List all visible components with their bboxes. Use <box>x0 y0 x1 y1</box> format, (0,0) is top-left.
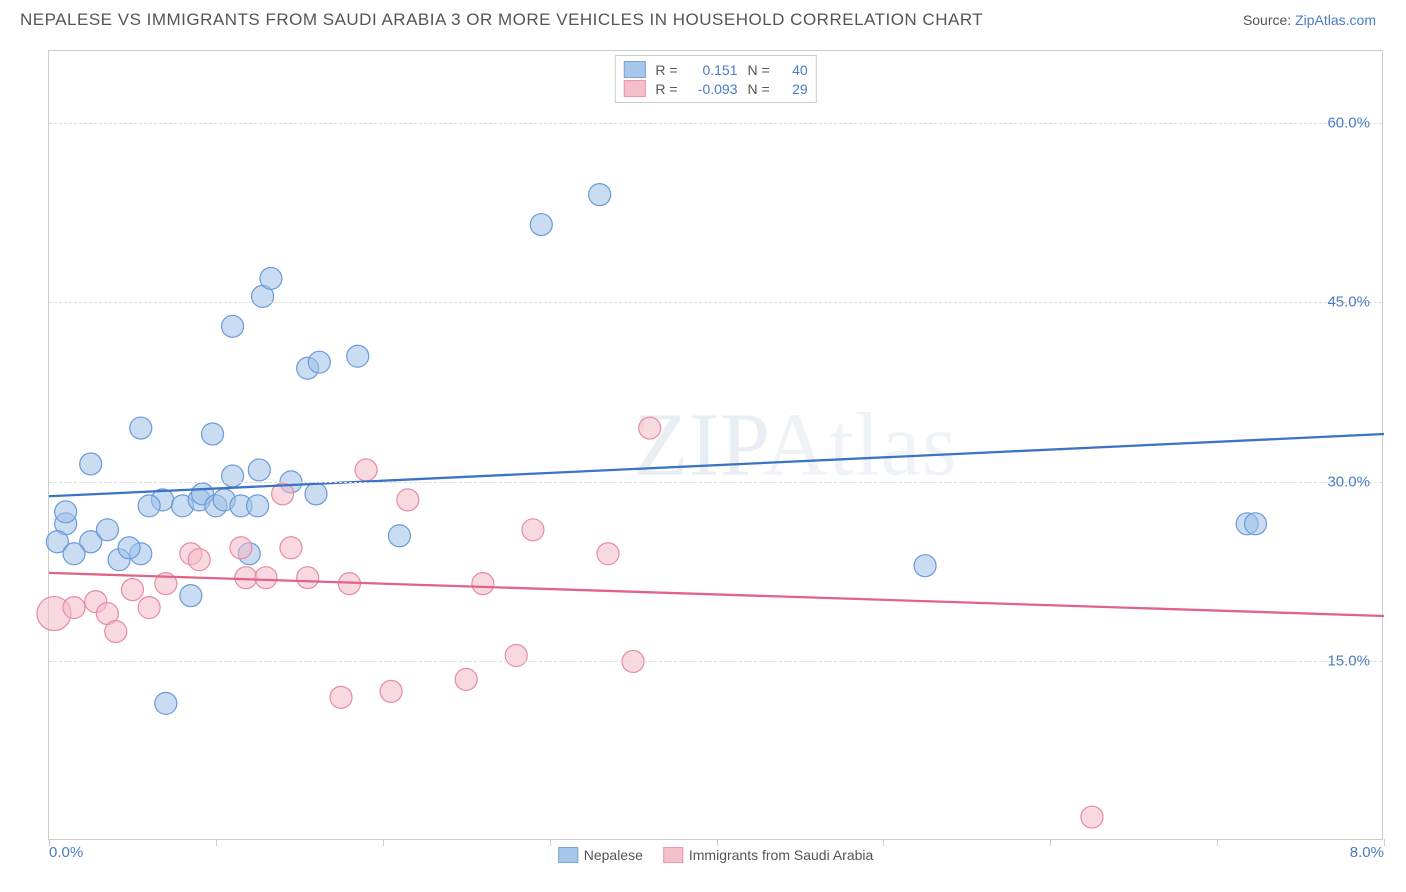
source-label: Source: ZipAtlas.com <box>1243 12 1376 28</box>
data-point <box>96 519 118 541</box>
data-point <box>121 579 143 601</box>
series-legend: Nepalese Immigrants from Saudi Arabia <box>558 847 874 863</box>
gridline <box>49 302 1382 303</box>
data-point <box>330 686 352 708</box>
chart-plot-area: ZIPAtlas R =0.151N =40R =-0.093N =29 Nep… <box>48 50 1383 840</box>
data-point <box>80 453 102 475</box>
data-point <box>308 351 330 373</box>
data-point <box>235 567 257 589</box>
data-point <box>105 621 127 643</box>
source-link[interactable]: ZipAtlas.com <box>1295 12 1376 28</box>
r-value: -0.093 <box>688 81 738 97</box>
data-point <box>397 489 419 511</box>
data-point <box>138 597 160 619</box>
legend-swatch <box>558 847 578 863</box>
r-label: R = <box>655 81 677 97</box>
legend-swatch <box>623 80 645 97</box>
data-point <box>222 465 244 487</box>
data-point <box>530 214 552 236</box>
data-point <box>505 644 527 666</box>
data-point <box>230 537 252 559</box>
data-point <box>914 555 936 577</box>
data-point <box>155 692 177 714</box>
scatter-plot-svg <box>49 51 1382 839</box>
legend-label: Nepalese <box>584 847 643 863</box>
data-point <box>347 345 369 367</box>
n-label: N = <box>748 81 770 97</box>
x-tick <box>717 839 718 846</box>
data-point <box>222 315 244 337</box>
n-value: 29 <box>780 81 808 97</box>
data-point <box>247 495 269 517</box>
data-point <box>472 573 494 595</box>
data-point <box>297 567 319 589</box>
data-point <box>1245 513 1267 535</box>
data-point <box>597 543 619 565</box>
data-point <box>63 543 85 565</box>
data-point <box>589 184 611 206</box>
legend-swatch <box>663 847 683 863</box>
legend-item: Nepalese <box>558 847 643 863</box>
data-point <box>260 267 282 289</box>
data-point <box>248 459 270 481</box>
x-tick <box>1217 839 1218 846</box>
stats-legend-row: R = -0.093 N = 29 <box>623 79 807 98</box>
gridline <box>49 482 1382 483</box>
trend-line <box>49 573 1384 616</box>
data-point <box>118 537 140 559</box>
x-tick <box>550 839 551 846</box>
legend-label: Immigrants from Saudi Arabia <box>689 847 873 863</box>
data-point <box>130 417 152 439</box>
data-point <box>388 525 410 547</box>
y-tick-label: 15.0% <box>1327 653 1370 670</box>
data-point <box>639 417 661 439</box>
x-tick-label: 8.0% <box>1350 844 1384 861</box>
n-value: 40 <box>780 62 808 78</box>
x-tick <box>883 839 884 846</box>
data-point <box>380 680 402 702</box>
x-tick <box>1384 839 1385 846</box>
data-point <box>138 495 160 517</box>
data-point <box>455 668 477 690</box>
stats-legend-row: R = 0.151 N = 40 <box>623 60 807 79</box>
data-point <box>63 597 85 619</box>
x-tick <box>383 839 384 846</box>
n-label: N = <box>748 62 770 78</box>
gridline <box>49 661 1382 662</box>
x-tick <box>1050 839 1051 846</box>
stats-legend-box: R = 0.151 N = 40 R = -0.093 N = 29 <box>614 55 816 103</box>
r-value: 0.151 <box>688 62 738 78</box>
y-tick-label: 45.0% <box>1327 294 1370 311</box>
y-tick-label: 60.0% <box>1327 114 1370 131</box>
data-point <box>180 585 202 607</box>
legend-swatch <box>623 61 645 78</box>
x-tick <box>216 839 217 846</box>
source-prefix: Source: <box>1243 12 1295 28</box>
data-point <box>522 519 544 541</box>
data-point <box>355 459 377 481</box>
data-point <box>280 537 302 559</box>
data-point <box>55 501 77 523</box>
data-point <box>188 549 210 571</box>
data-point <box>1081 806 1103 828</box>
data-point <box>255 567 277 589</box>
chart-title: NEPALESE VS IMMIGRANTS FROM SAUDI ARABIA… <box>20 10 983 30</box>
gridline <box>49 123 1382 124</box>
data-point <box>305 483 327 505</box>
data-point <box>202 423 224 445</box>
x-tick-label: 0.0% <box>49 844 83 861</box>
r-label: R = <box>655 62 677 78</box>
y-tick-label: 30.0% <box>1327 473 1370 490</box>
legend-item: Immigrants from Saudi Arabia <box>663 847 873 863</box>
